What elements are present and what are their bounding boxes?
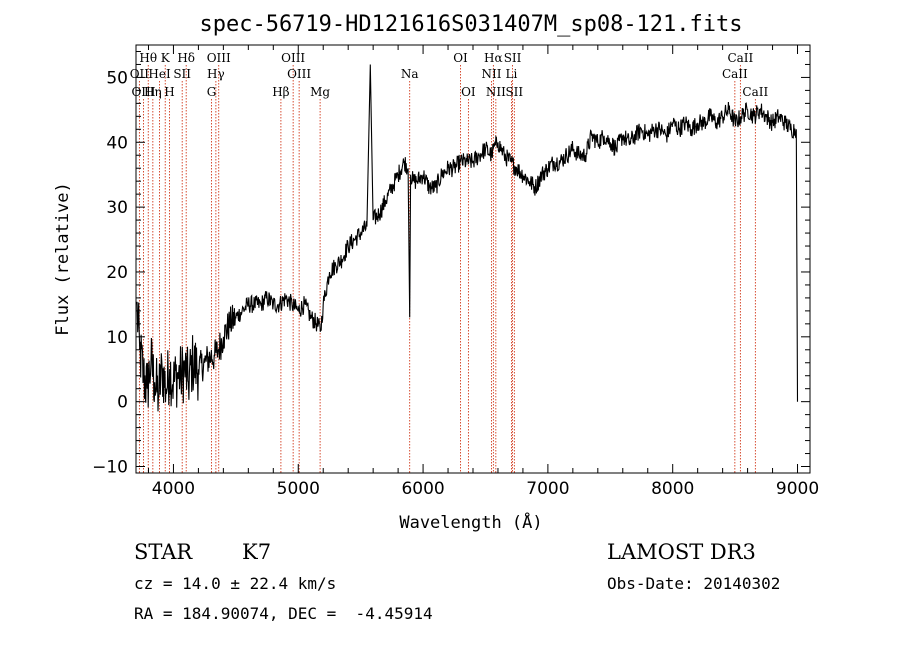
spectral-line-label: K: [161, 51, 171, 65]
spectral-line-label: OIII: [287, 67, 311, 81]
y-tick-label: 20: [106, 263, 128, 283]
spectral-line-label: SII: [504, 51, 522, 65]
subclass-label: K7: [242, 540, 272, 564]
spectrum-plot: spec-56719-HD121616S031407M_sp08-121.fit…: [53, 12, 819, 533]
spectral-line-label: Na: [401, 67, 419, 81]
chart-title: spec-56719-HD121616S031407M_sp08-121.fit…: [199, 12, 742, 37]
y-tick-label: 10: [106, 328, 128, 348]
spectral-line-label: Hη: [144, 85, 162, 99]
spectral-line-label: NII: [486, 85, 506, 99]
spectral-line-label: Hα: [484, 51, 503, 65]
radec-value: RA = 184.90074, DEC = -4.45914: [134, 604, 433, 623]
spectral-line-label: CaII: [722, 67, 748, 81]
spectral-line-label: Hδ: [177, 51, 195, 65]
x-tick-label: 8000: [651, 479, 694, 499]
spectral-line-label: CaII: [742, 85, 768, 99]
spectral-line-label: OI: [453, 51, 468, 65]
class-label: STAR: [134, 540, 193, 564]
spectral-line-label: OIII: [131, 85, 155, 99]
y-tick-label: 50: [106, 68, 128, 88]
spectral-line-label: OIII: [207, 51, 231, 65]
spectral-line-label: Hθ: [139, 51, 157, 65]
x-tick-label: 7000: [526, 479, 569, 499]
spectral-line-markers: [138, 65, 756, 473]
x-tick-label: 6000: [401, 479, 444, 499]
spectral-line-label: OIII: [281, 51, 305, 65]
spectral-line-label: CaII: [727, 51, 753, 65]
spectral-line-label: Mg: [310, 85, 330, 99]
x-tick-label: 4000: [152, 479, 195, 499]
x-axis-label: Wavelength (Å): [399, 511, 542, 533]
spectral-line-label: HeI: [148, 67, 171, 81]
survey-label: LAMOST DR3: [607, 540, 756, 564]
redshift-value: cz = 14.0 ± 22.4 km/s: [134, 574, 337, 593]
spectral-line-label: OI: [461, 85, 476, 99]
y-tick-label: −10: [92, 458, 128, 478]
x-tick-label: 9000: [776, 479, 819, 499]
spectral-line-label: H: [164, 85, 174, 99]
y-tick-label: 30: [106, 198, 128, 218]
obs-date-value: Obs-Date: 20140302: [607, 574, 781, 593]
spectral-line-label: SII: [173, 67, 191, 81]
spectral-line-label: G: [207, 85, 217, 99]
y-tick-label: 40: [106, 133, 128, 153]
spectral-line-label: SII: [505, 85, 523, 99]
spectral-line-label: Hβ: [272, 85, 289, 99]
x-axis: 4000 5000 6000 7000 8000 9000: [147, 45, 819, 499]
spectrum-series-line: [136, 64, 799, 412]
y-axis: −10 0 10 20 30 40 50: [92, 50, 810, 478]
spectral-line-label: OII: [130, 67, 150, 81]
y-tick-label: 0: [117, 393, 128, 413]
spectral-line-label: NII: [481, 67, 501, 81]
spectral-line-label: Hγ: [207, 67, 225, 81]
y-axis-label: Flux (relative): [53, 182, 73, 336]
plot-frame: [135, 44, 811, 474]
x-tick-label: 5000: [277, 479, 320, 499]
spectral-line-label: Li: [506, 67, 518, 81]
